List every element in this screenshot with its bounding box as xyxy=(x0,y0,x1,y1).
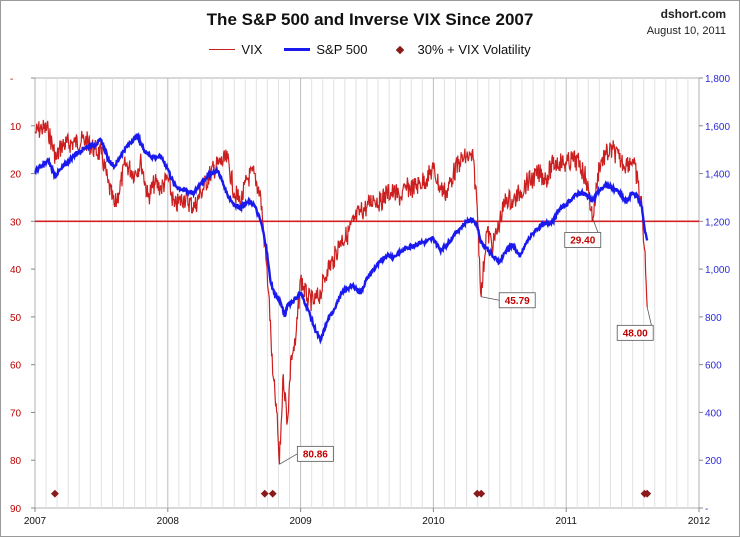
annotation-label: 29.40 xyxy=(570,235,595,246)
volatility-marker-diamond xyxy=(477,489,486,498)
right-tick-label: 800 xyxy=(705,313,722,324)
left-tick-label: 70 xyxy=(10,408,22,419)
legend-label-marker: 30% + VIX Volatility xyxy=(417,42,531,57)
volatility-marker-diamond xyxy=(473,489,482,498)
annotation-leader xyxy=(279,453,298,465)
x-tick-label: 2010 xyxy=(422,516,445,527)
left-tick-label: 30 xyxy=(10,217,22,228)
annotation-box xyxy=(616,324,654,341)
right-tick-label: 1,600 xyxy=(705,122,730,133)
annotation-label: 48.00 xyxy=(623,328,648,339)
legend-item-vix: VIX xyxy=(209,42,262,57)
x-tick-label: 2007 xyxy=(24,516,47,527)
axes: - 10 20 30 40 50 60 70 80 90 - 200 400 600 800 1,000 1,2… xyxy=(10,74,730,527)
left-tick-label: 80 xyxy=(10,456,22,467)
volatility-marker-diamond xyxy=(260,489,269,498)
left-tick-label: 60 xyxy=(10,361,22,372)
left-tick-label: 10 xyxy=(10,122,22,133)
left-tick-label: - xyxy=(10,74,13,85)
legend-swatch-sp500 xyxy=(284,48,311,51)
legend: VIX S&P 500 30% + VIX Volatility xyxy=(0,42,740,57)
annotation-label: 45.79 xyxy=(505,296,530,307)
x-tick-label: 2011 xyxy=(555,516,577,527)
right-tick-label: 1,200 xyxy=(705,217,730,228)
right-tick-label: 400 xyxy=(705,408,722,419)
volatility-marker-diamond xyxy=(50,489,59,498)
date-label: August 10, 2011 xyxy=(646,25,726,37)
right-tick-label: 1,800 xyxy=(705,74,730,85)
x-tick-label: 2009 xyxy=(289,516,312,527)
annotation-box xyxy=(296,445,334,462)
left-tick-label: 20 xyxy=(10,170,22,181)
right-tick-label: 600 xyxy=(705,361,722,372)
x-tick-label: 2008 xyxy=(157,516,180,527)
legend-item-marker: 30% + VIX Volatility xyxy=(389,42,531,57)
right-tick-label: - xyxy=(705,504,708,515)
legend-label-sp500: S&P 500 xyxy=(316,42,368,57)
sp500-series-line xyxy=(34,131,649,345)
left-tick-label: 40 xyxy=(10,265,22,276)
gridlines xyxy=(45,78,689,508)
volatility-marker-diamond xyxy=(268,489,277,498)
x-tick-label: 2012 xyxy=(688,516,711,527)
right-tick-label: 200 xyxy=(705,456,722,467)
legend-item-sp500: S&P 500 xyxy=(284,42,367,57)
annotations: 80.86 45.79 29.40 48.00 xyxy=(279,218,654,465)
chart-title: The S&P 500 and Inverse VIX Since 2007 xyxy=(206,10,534,29)
vix-series-line xyxy=(34,119,648,465)
annotation-label: 80.86 xyxy=(303,449,328,460)
source-label: dshort.com xyxy=(660,7,726,21)
annotation-box xyxy=(564,232,602,248)
legend-label-vix: VIX xyxy=(241,42,263,57)
left-tick-label: 90 xyxy=(10,504,22,515)
right-tick-label: 1,400 xyxy=(705,170,730,181)
right-tick-label: 1,000 xyxy=(705,265,730,276)
legend-swatch-vix xyxy=(209,49,236,50)
volatility-markers xyxy=(50,489,652,498)
annotation-leader xyxy=(481,296,500,301)
annotation-box xyxy=(498,292,536,309)
left-tick-label: 50 xyxy=(10,313,22,324)
